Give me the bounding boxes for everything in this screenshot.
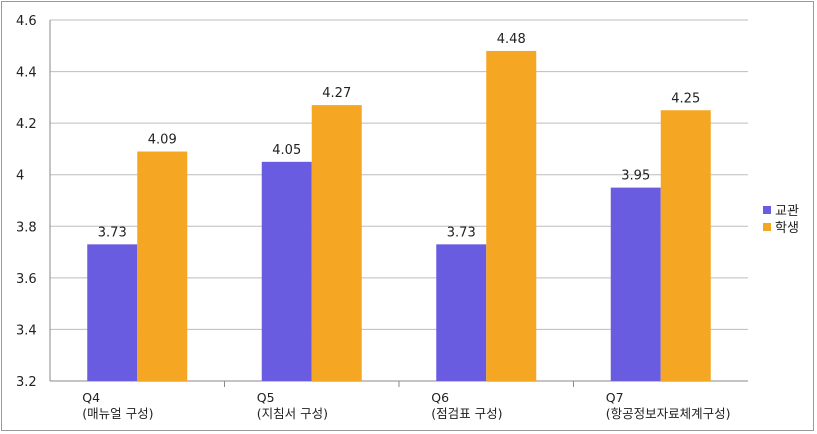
- data-label: 4.27: [322, 86, 351, 101]
- y-tick-label: 3.8: [16, 220, 37, 235]
- bar-q5-series-0: [261, 161, 312, 381]
- x-category-code: Q7: [606, 390, 624, 405]
- y-tick-label: 3.6: [16, 272, 37, 287]
- bar-q7-series-1: [660, 110, 711, 381]
- data-label: 3.73: [447, 225, 476, 240]
- y-tick-label: 4.2: [16, 117, 37, 132]
- data-label: 3.73: [98, 225, 127, 240]
- data-label: 3.95: [621, 169, 650, 184]
- data-label: 4.09: [148, 133, 177, 148]
- bar-q6-series-0: [436, 244, 487, 381]
- data-label: 4.48: [497, 32, 526, 47]
- legend-label: 학생: [775, 221, 799, 236]
- y-tick-label: 4.4: [16, 66, 37, 81]
- legend-swatch: [763, 223, 771, 231]
- x-category-label: (매뉴얼 구성): [82, 406, 153, 421]
- x-category-label: (항공정보자료체계구성): [606, 406, 731, 421]
- y-tick-label: 3.4: [16, 323, 37, 338]
- bar-q7-series-0: [610, 187, 661, 381]
- legend-label: 교관: [775, 204, 799, 219]
- x-category-code: Q4: [82, 390, 100, 405]
- data-label: 4.05: [272, 143, 301, 158]
- x-category-code: Q5: [257, 390, 275, 405]
- bar-q4-series-0: [87, 244, 138, 381]
- bar-q4-series-1: [137, 151, 188, 381]
- legend-swatch: [763, 206, 771, 214]
- data-label: 4.25: [671, 91, 700, 106]
- x-category-code: Q6: [431, 390, 449, 405]
- x-category-label: (점검표 구성): [431, 406, 502, 421]
- y-tick-label: 3.2: [16, 375, 37, 390]
- bar-q6-series-1: [486, 50, 537, 381]
- y-tick-label: 4.6: [16, 14, 37, 29]
- x-category-label: (지침서 구성): [257, 406, 328, 421]
- bar-q5-series-1: [311, 105, 362, 381]
- y-tick-label: 4: [16, 169, 24, 184]
